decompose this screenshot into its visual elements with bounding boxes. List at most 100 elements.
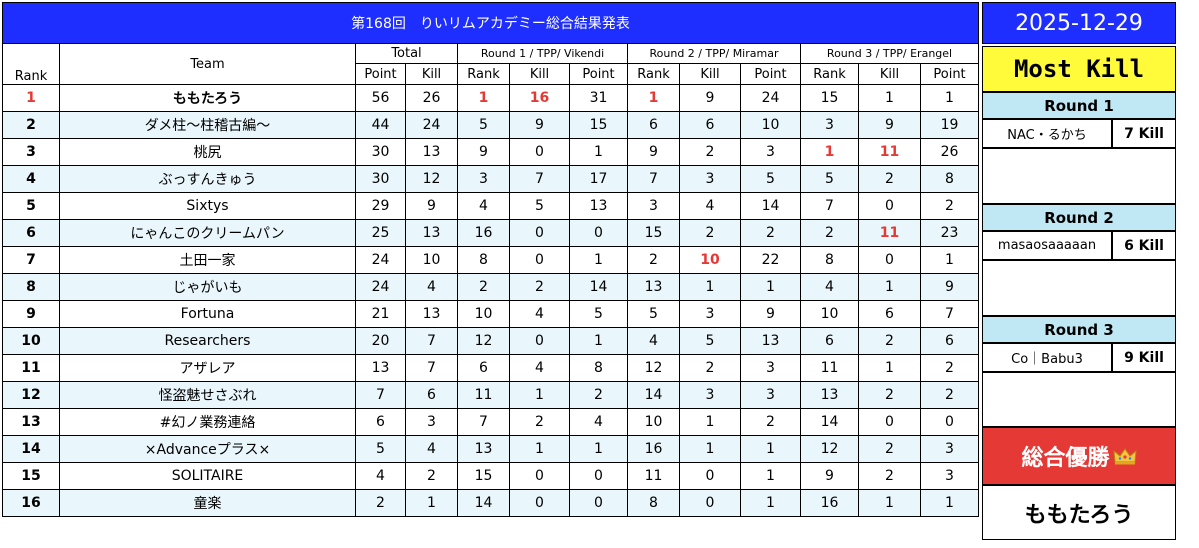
cell-team: じゃがいも bbox=[59, 273, 356, 301]
cell-r1-point: 14 bbox=[569, 273, 628, 301]
table-row: 14 ×Advanceプラス× 5 4 13 1 1 16 1 1 12 2 3 bbox=[2, 435, 980, 463]
cell-total-point: 20 bbox=[355, 327, 406, 355]
cell-r2-kill: 2 bbox=[679, 354, 741, 382]
cell-r1-kill: 2 bbox=[509, 273, 570, 301]
cell-r2-point: 14 bbox=[740, 192, 801, 220]
cell-total-kill: 24 bbox=[405, 111, 458, 139]
cell-r3-point: 19 bbox=[919, 111, 980, 139]
cell-r2-kill: 3 bbox=[679, 165, 741, 193]
cell-r3-rank: 2 bbox=[800, 219, 859, 247]
cell-r1-rank: 2 bbox=[457, 273, 510, 301]
table-row: 15 SOLITAIRE 4 2 15 0 0 11 0 1 9 2 3 bbox=[2, 462, 980, 490]
cell-r2-point: 5 bbox=[740, 165, 801, 193]
cell-r3-rank: 14 bbox=[800, 408, 859, 436]
cell-total-point: 5 bbox=[355, 435, 406, 463]
cell-r2-kill: 1 bbox=[679, 273, 741, 301]
most-kill-title: Most Kill bbox=[982, 46, 1176, 92]
table-row: 7 土田一家 24 10 8 0 1 2 10 22 8 0 1 bbox=[2, 246, 980, 274]
cell-total-kill: 7 bbox=[405, 327, 458, 355]
cell-r2-rank: 6 bbox=[627, 111, 680, 139]
cell-total-point: 6 bbox=[355, 408, 406, 436]
table-row: 3 桃尻 30 13 9 0 1 9 2 3 1 11 26 bbox=[2, 138, 980, 166]
cell-r1-rank: 9 bbox=[457, 138, 510, 166]
cell-r3-point: 2 bbox=[919, 354, 980, 382]
cell-r2-point: 3 bbox=[740, 381, 801, 409]
crown-icon bbox=[1112, 448, 1137, 465]
cell-total-point: 24 bbox=[355, 273, 406, 301]
table-row: 10 Researchers 20 7 12 0 1 4 5 13 6 2 6 bbox=[2, 327, 980, 355]
cell-rank: 2 bbox=[2, 111, 60, 139]
cell-r2-rank: 9 bbox=[627, 138, 680, 166]
r1-rank-header: Rank bbox=[457, 63, 510, 85]
cell-total-kill: 13 bbox=[405, 300, 458, 328]
cell-r2-point: 1 bbox=[740, 435, 801, 463]
cell-r3-rank: 4 bbox=[800, 273, 859, 301]
cell-r3-point: 3 bbox=[919, 435, 980, 463]
cell-r3-point: 7 bbox=[919, 300, 980, 328]
total-point-header: Point bbox=[355, 63, 406, 85]
cell-r3-point: 9 bbox=[919, 273, 980, 301]
cell-r1-point: 1 bbox=[569, 435, 628, 463]
table-row: 1 ももたろう 56 26 1 16 31 1 9 24 15 1 1 bbox=[2, 84, 980, 112]
cell-r1-kill: 1 bbox=[509, 381, 570, 409]
cell-r2-kill: 2 bbox=[679, 138, 741, 166]
cell-r1-rank: 16 bbox=[457, 219, 510, 247]
cell-team: 桃尻 bbox=[59, 138, 356, 166]
cell-r3-point: 8 bbox=[919, 165, 980, 193]
date-label: 2025-12-29 bbox=[982, 2, 1176, 44]
cell-r3-rank: 8 bbox=[800, 246, 859, 274]
cell-r1-kill: 2 bbox=[509, 408, 570, 436]
cell-r3-rank: 6 bbox=[800, 327, 859, 355]
cell-rank: 12 bbox=[2, 381, 60, 409]
total-kill-header: Kill bbox=[405, 63, 458, 85]
most-kill-round1-player: NAC・るかち bbox=[982, 119, 1112, 148]
cell-r2-kill: 6 bbox=[679, 111, 741, 139]
overall-winner-team: ももたろう bbox=[982, 485, 1176, 540]
rank-header: Rank bbox=[2, 43, 60, 85]
cell-r3-kill: 0 bbox=[858, 246, 921, 274]
cell-r1-rank: 12 bbox=[457, 327, 510, 355]
r2-kill-header: Kill bbox=[679, 63, 741, 85]
most-kill-round3-spacer bbox=[982, 372, 1176, 427]
cell-total-kill: 13 bbox=[405, 219, 458, 247]
cell-r3-point: 23 bbox=[919, 219, 980, 247]
cell-r1-point: 2 bbox=[569, 381, 628, 409]
cell-r2-point: 13 bbox=[740, 327, 801, 355]
cell-team: ダメ柱〜柱稽古編〜 bbox=[59, 111, 356, 139]
cell-r2-rank: 7 bbox=[627, 165, 680, 193]
cell-r1-point: 5 bbox=[569, 300, 628, 328]
cell-total-kill: 13 bbox=[405, 138, 458, 166]
cell-r2-point: 2 bbox=[740, 219, 801, 247]
table-row: 16 童楽 2 1 14 0 0 8 0 1 16 1 1 bbox=[2, 489, 980, 517]
cell-r2-kill: 1 bbox=[679, 435, 741, 463]
cell-r3-kill: 2 bbox=[858, 327, 921, 355]
team-header: Team bbox=[59, 43, 356, 85]
cell-r1-rank: 1 bbox=[457, 84, 510, 112]
r2-rank-header: Rank bbox=[627, 63, 680, 85]
cell-r3-rank: 1 bbox=[800, 138, 859, 166]
most-kill-round2-kills: 6 Kill bbox=[1112, 231, 1176, 260]
cell-rank: 13 bbox=[2, 408, 60, 436]
cell-r2-rank: 8 bbox=[627, 489, 680, 517]
table-row: 5 Sixtys 29 9 4 5 13 3 4 14 7 0 2 bbox=[2, 192, 980, 220]
cell-r3-kill: 1 bbox=[858, 84, 921, 112]
most-kill-round2-player: masaosaaaaan bbox=[982, 231, 1112, 260]
cell-team: SOLITAIRE bbox=[59, 462, 356, 490]
cell-team: 土田一家 bbox=[59, 246, 356, 274]
cell-r2-point: 1 bbox=[740, 462, 801, 490]
cell-r2-kill: 9 bbox=[679, 84, 741, 112]
cell-r2-rank: 1 bbox=[627, 84, 680, 112]
table-row: 6 にゃんこのクリームパン 25 13 16 0 0 15 2 2 2 11 23 bbox=[2, 219, 980, 247]
cell-r2-kill: 1 bbox=[679, 408, 741, 436]
r1-point-header: Point bbox=[569, 63, 628, 85]
cell-r2-rank: 4 bbox=[627, 327, 680, 355]
table-row: 9 Fortuna 21 13 10 4 5 5 3 9 10 6 7 bbox=[2, 300, 980, 328]
cell-r2-point: 1 bbox=[740, 273, 801, 301]
cell-r3-kill: 0 bbox=[858, 408, 921, 436]
cell-r1-rank: 6 bbox=[457, 354, 510, 382]
cell-r1-kill: 0 bbox=[509, 246, 570, 274]
cell-total-kill: 2 bbox=[405, 462, 458, 490]
cell-r2-kill: 3 bbox=[679, 300, 741, 328]
cell-r3-kill: 1 bbox=[858, 489, 921, 517]
cell-r1-rank: 7 bbox=[457, 408, 510, 436]
